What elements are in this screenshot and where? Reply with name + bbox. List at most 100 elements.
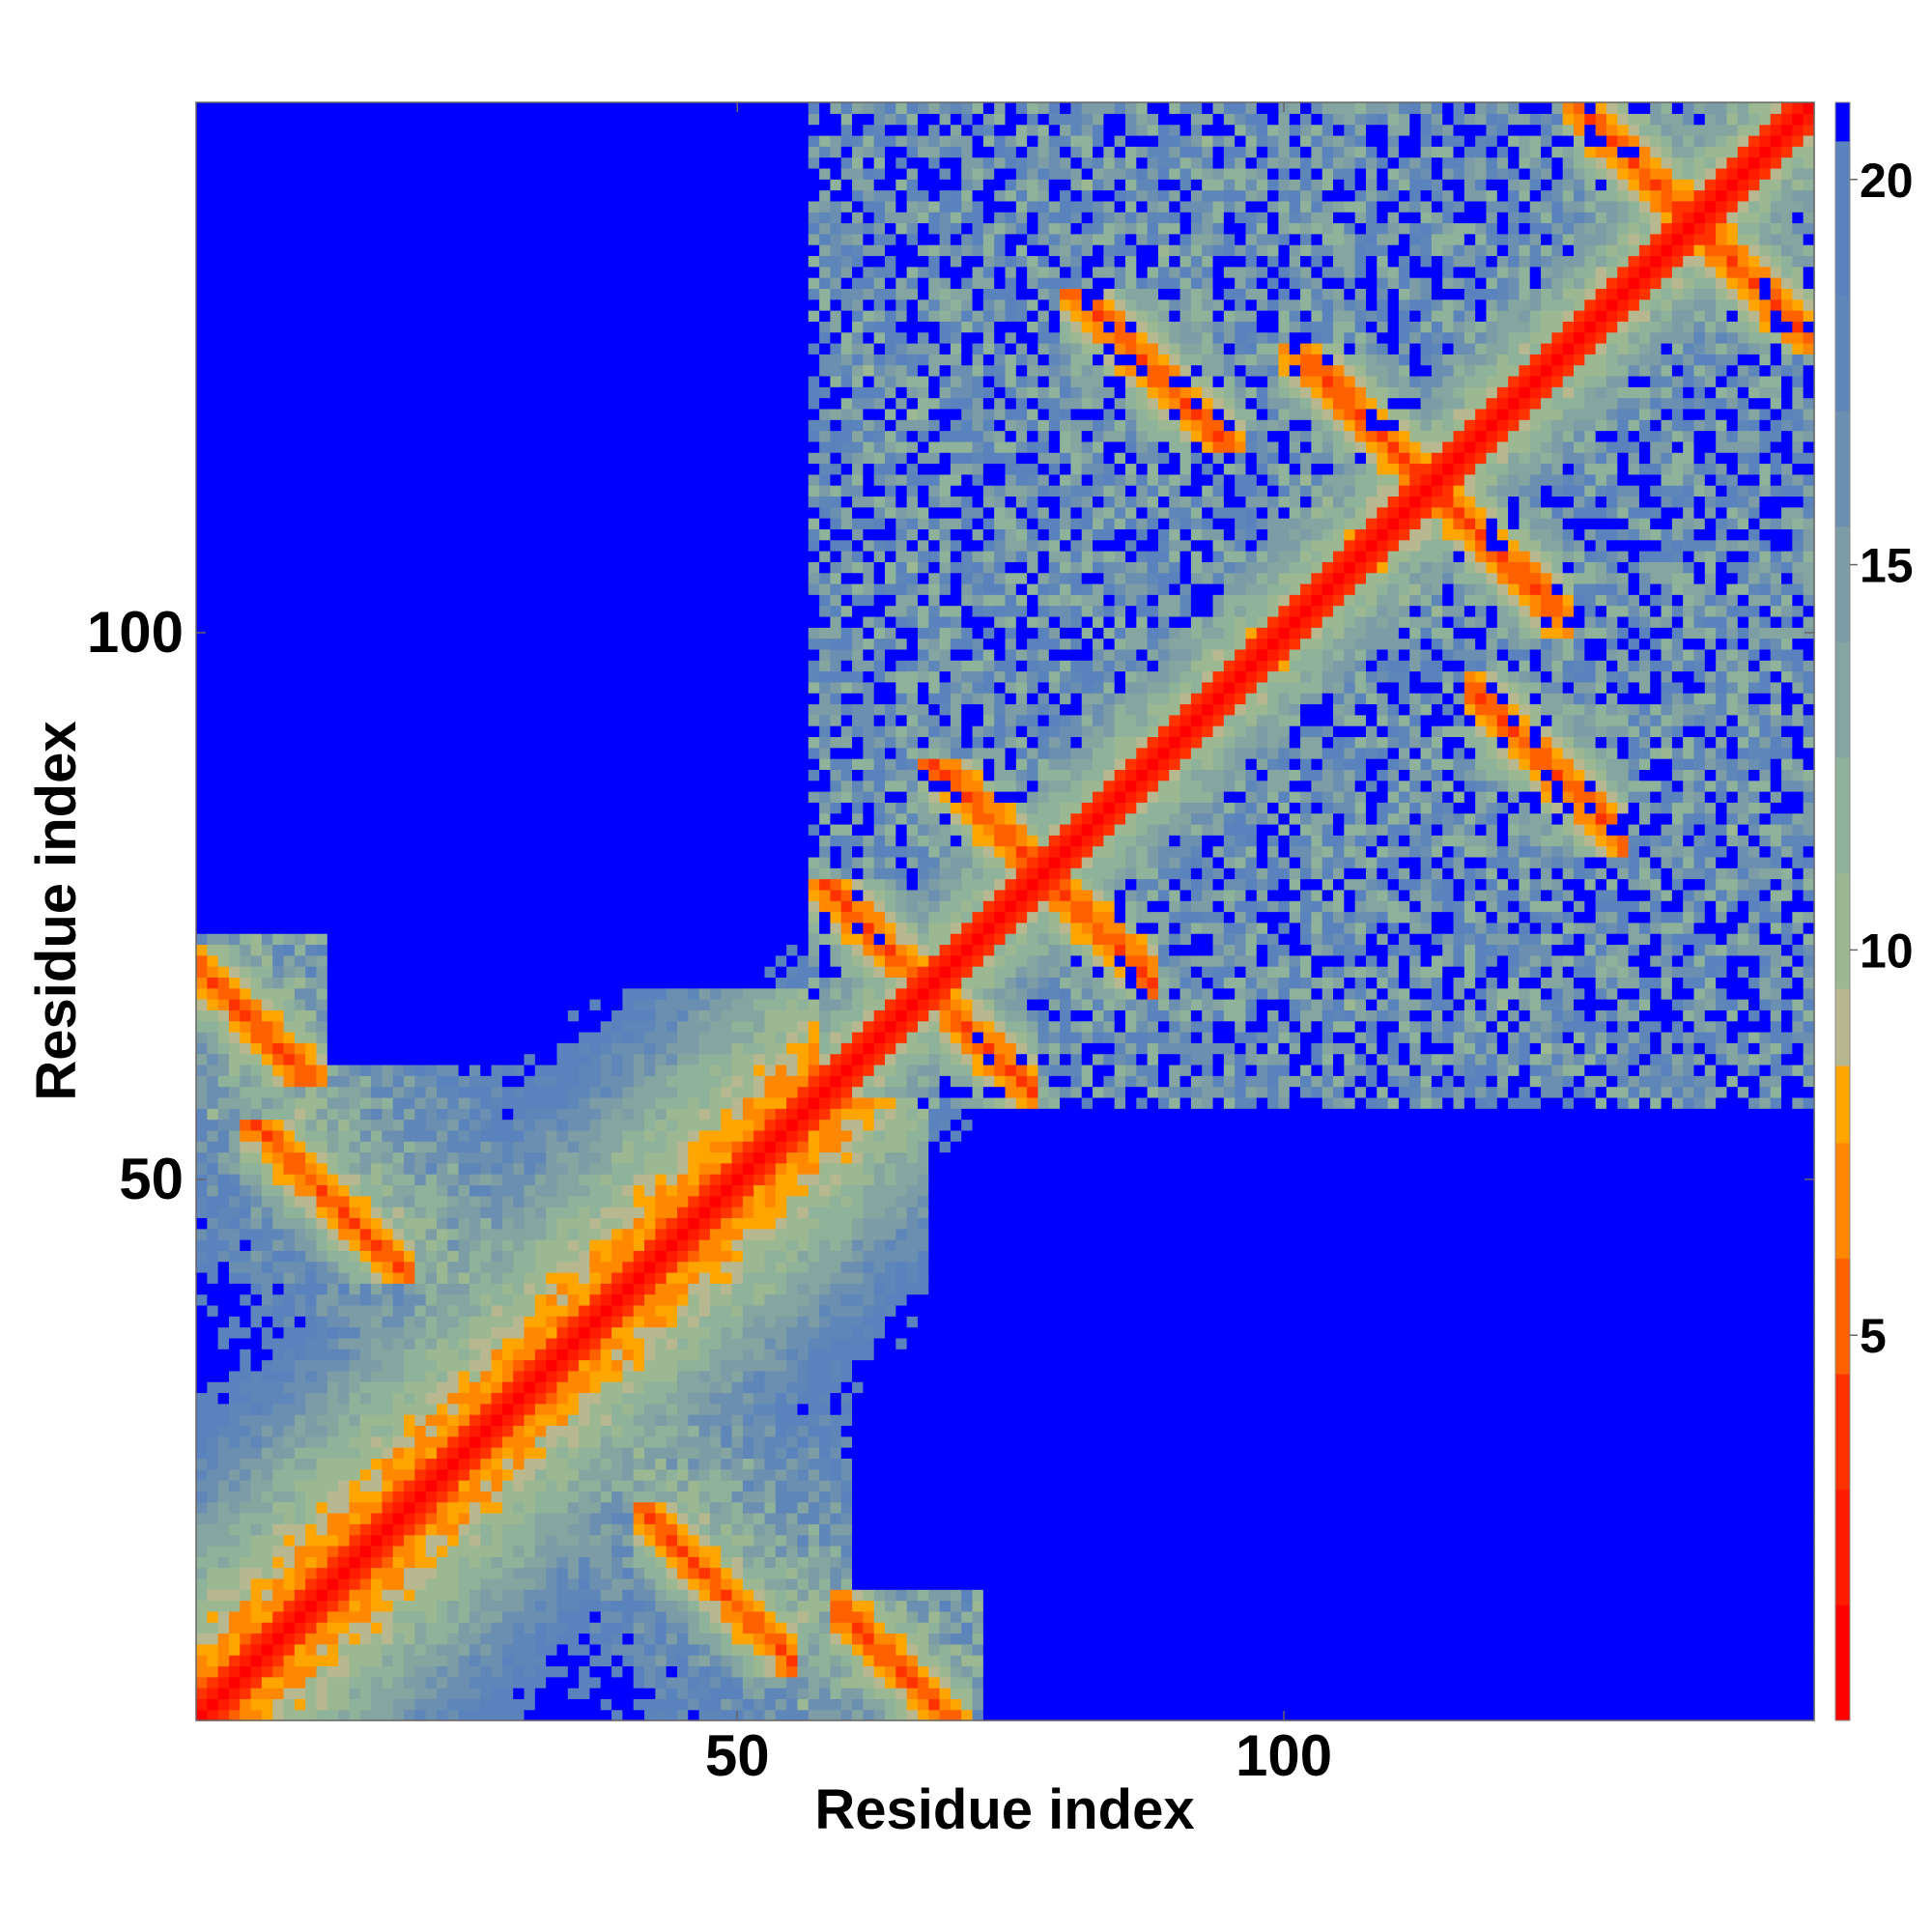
heatmap-cell: [338, 769, 350, 781]
heatmap-cell: [492, 748, 503, 759]
heatmap-cell: [295, 113, 306, 125]
heatmap-cell: [251, 1141, 263, 1152]
heatmap-cell: [382, 113, 393, 125]
heatmap-cell: [305, 299, 317, 311]
heatmap-cell: [459, 255, 470, 267]
heatmap-cell: [382, 1163, 393, 1175]
heatmap-cell: [229, 267, 241, 278]
heatmap-cell: [316, 955, 327, 967]
heatmap-cell: [525, 234, 536, 245]
heatmap-cell: [437, 846, 448, 858]
heatmap-cell: [251, 1698, 263, 1710]
heatmap-cell: [382, 1294, 393, 1306]
heatmap-cell: [469, 1042, 481, 1054]
heatmap-cell: [218, 1021, 230, 1033]
heatmap-cell: [393, 583, 405, 595]
heatmap-cell: [480, 332, 492, 344]
heatmap-cell: [556, 1502, 568, 1514]
heatmap-cell: [349, 573, 360, 584]
heatmap-cell: [305, 736, 317, 748]
heatmap-cell: [349, 1283, 360, 1294]
heatmap-cell: [447, 824, 459, 836]
heatmap-cell: [218, 1327, 230, 1339]
heatmap-cell: [513, 288, 525, 299]
heatmap-cell: [349, 354, 360, 365]
heatmap-cell: [426, 955, 438, 967]
heatmap-cell: [305, 1120, 317, 1131]
heatmap-cell: [207, 1655, 218, 1666]
heatmap-cell: [437, 1054, 448, 1065]
heatmap-cell: [437, 321, 448, 332]
heatmap-cell: [480, 485, 492, 497]
heatmap-cell: [218, 758, 230, 770]
heatmap-cell: [327, 769, 339, 781]
heatmap-cell: [295, 813, 306, 825]
heatmap-cell: [513, 824, 525, 836]
heatmap-cell: [535, 561, 547, 573]
heatmap-cell: [251, 1087, 263, 1098]
heatmap-cell: [305, 1184, 317, 1196]
heatmap-cell: [414, 1535, 426, 1547]
heatmap-cell: [426, 999, 438, 1010]
heatmap-cell: [229, 1151, 241, 1163]
heatmap-cell: [305, 146, 317, 157]
heatmap-cell: [502, 594, 514, 606]
heatmap-cell: [469, 551, 481, 562]
heatmap-cell: [371, 1305, 383, 1317]
heatmap-cell: [393, 452, 405, 464]
heatmap-cell: [556, 1535, 568, 1547]
heatmap-cell: [480, 933, 492, 945]
heatmap-cell: [305, 583, 317, 595]
heatmap-cell: [525, 1633, 536, 1644]
heatmap-cell: [284, 1250, 296, 1262]
heatmap-cell: [371, 376, 383, 387]
heatmap-cell: [382, 441, 393, 453]
heatmap-cell: [459, 1425, 470, 1436]
heatmap-cell: [437, 1611, 448, 1623]
heatmap-cell: [240, 496, 251, 507]
heatmap-cell: [556, 693, 568, 704]
heatmap-cell: [360, 1349, 372, 1360]
heatmap-cell: [492, 1349, 503, 1360]
heatmap-cell: [207, 463, 218, 474]
heatmap-cell: [218, 1447, 230, 1459]
heatmap-cell: [371, 1239, 383, 1251]
heatmap-cell: [513, 1108, 525, 1120]
heatmap-cell: [272, 1611, 284, 1623]
heatmap-cell: [393, 1250, 405, 1262]
heatmap-cell: [295, 725, 306, 737]
heatmap-cell: [480, 1108, 492, 1120]
heatmap-cell: [535, 102, 547, 114]
heatmap-cell: [437, 168, 448, 180]
heatmap-cell: [404, 365, 415, 377]
heatmap-cell: [316, 1655, 327, 1666]
heatmap-cell: [349, 277, 360, 289]
heatmap-cell: [251, 1425, 263, 1436]
heatmap-cell: [305, 1207, 317, 1218]
heatmap-cell: [459, 463, 470, 474]
heatmap-cell: [349, 1032, 360, 1043]
heatmap-cell: [338, 528, 350, 540]
heatmap-cell: [414, 222, 426, 234]
heatmap-cell: [360, 135, 372, 147]
heatmap-cell: [414, 1568, 426, 1579]
heatmap-cell: [535, 1633, 547, 1644]
heatmap-cell: [556, 1360, 568, 1372]
heatmap-cell: [327, 824, 339, 836]
heatmap-cell: [459, 1491, 470, 1502]
heatmap-cell: [426, 616, 438, 628]
heatmap-cell: [360, 452, 372, 464]
heatmap-cell: [371, 1120, 383, 1131]
heatmap-cell: [349, 1239, 360, 1251]
heatmap-cell: [207, 1677, 218, 1689]
heatmap-cell: [360, 1316, 372, 1327]
heatmap-cell: [349, 528, 360, 540]
heatmap-cell: [229, 781, 241, 792]
heatmap-cell: [447, 1633, 459, 1644]
heatmap-cell: [284, 1054, 296, 1065]
heatmap-cell: [316, 715, 327, 726]
heatmap-cell: [502, 1447, 514, 1459]
heatmap-cell: [327, 1688, 339, 1699]
heatmap-cell: [349, 507, 360, 519]
heatmap-cell: [426, 1239, 438, 1251]
